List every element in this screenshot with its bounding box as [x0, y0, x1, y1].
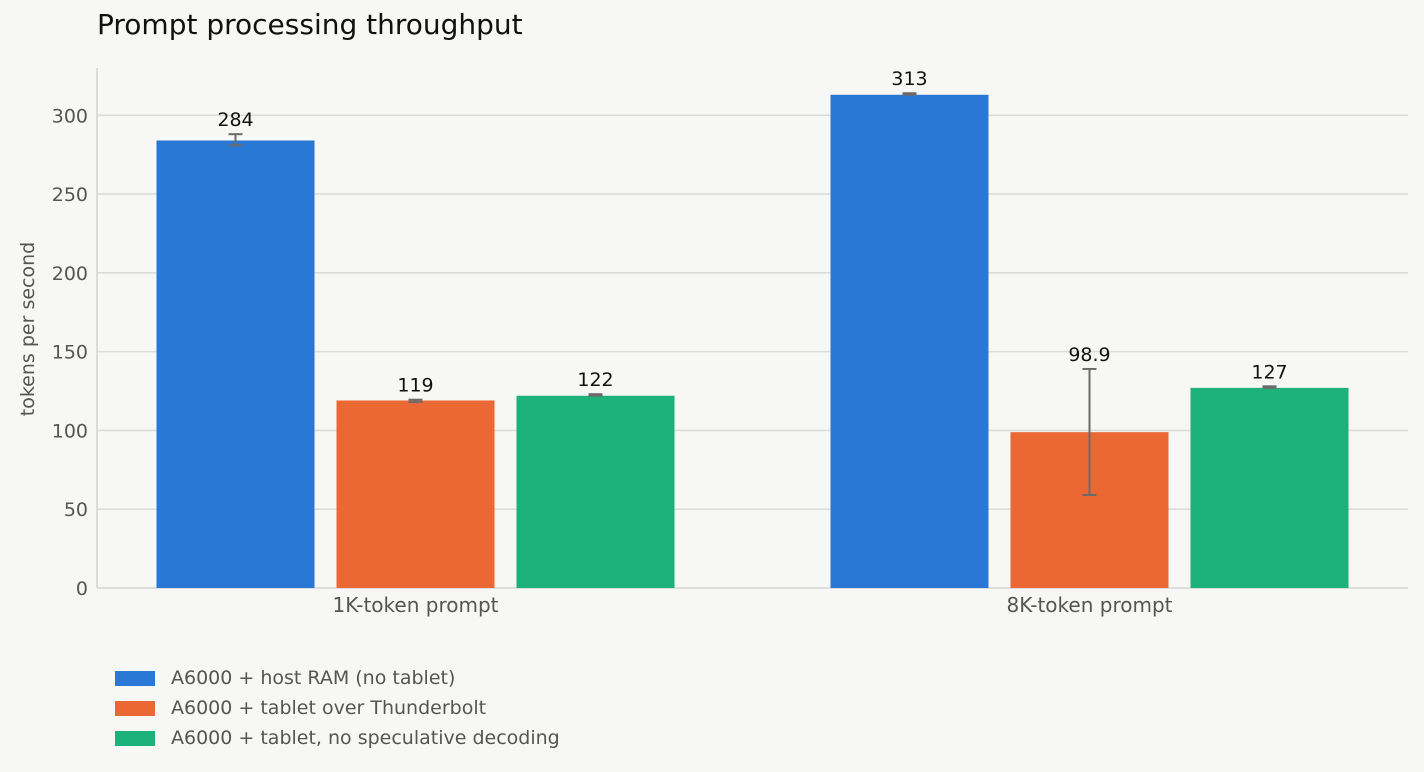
legend-label: A6000 + tablet, no speculative decoding: [171, 727, 560, 749]
legend-swatch: [115, 670, 155, 686]
legend-swatch: [115, 730, 155, 746]
data-label: 127: [1251, 361, 1287, 383]
legend: A6000 + host RAM (no tablet) A6000 + tabl…: [115, 663, 560, 753]
bar: [156, 140, 315, 588]
data-label: 313: [891, 68, 927, 90]
bar: [336, 400, 495, 588]
y-tick-label: 200: [52, 263, 88, 285]
legend-swatch: [115, 700, 155, 716]
bar: [1190, 387, 1349, 588]
y-tick-label: 0: [76, 578, 88, 600]
y-tick-label: 300: [52, 105, 88, 127]
legend-label: A6000 + tablet over Thunderbolt: [171, 697, 487, 719]
x-tick-label: 8K-token prompt: [1007, 593, 1173, 617]
data-label: 122: [577, 369, 613, 391]
y-tick-label: 250: [52, 184, 88, 206]
bar: [516, 395, 675, 588]
data-labels: 284 313 119 98.9 122 127: [217, 68, 1287, 396]
gridlines: [97, 114, 1408, 511]
bar: [830, 94, 989, 589]
x-tick-label: 1K-token prompt: [333, 593, 499, 617]
data-label: 284: [217, 109, 253, 131]
axes: 0 50 100 150 200 250 300 1K-token prompt 8K-toke…: [52, 68, 1408, 617]
data-label: 119: [397, 375, 433, 397]
legend-item: A6000 + tablet, no speculative decoding: [115, 723, 560, 753]
legend-item: A6000 + host RAM (no tablet): [115, 663, 560, 693]
bar-chart: 0 50 100 150 200 250 300 1K-token prompt 8K-toke…: [17, 68, 1408, 617]
y-tick-label: 100: [52, 420, 88, 442]
legend-label: A6000 + host RAM (no tablet): [171, 667, 456, 689]
y-tick-label: 150: [52, 342, 88, 364]
legend-item: A6000 + tablet over Thunderbolt: [115, 693, 560, 723]
chart-title: Prompt processing throughput: [97, 8, 523, 41]
bars: [156, 92, 1349, 589]
y-tick-label: 50: [64, 499, 88, 521]
data-label: 98.9: [1068, 344, 1110, 366]
y-axis-label: tokens per second: [17, 242, 39, 416]
